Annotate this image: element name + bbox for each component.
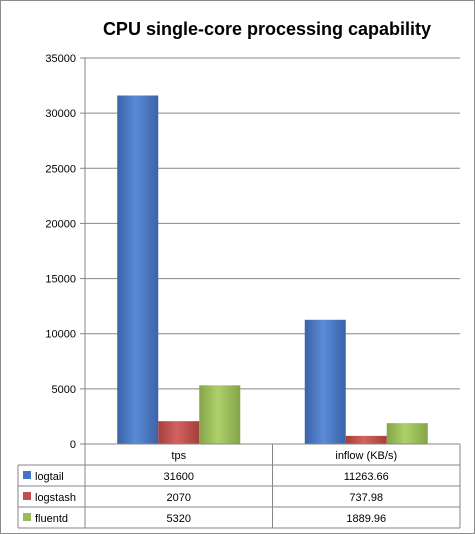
bar-logstash-inflow <box>345 435 387 444</box>
y-tick-label: 0 <box>70 439 76 451</box>
legend-label-fluentd: fluentd <box>35 513 68 525</box>
bar-logstash-tps <box>158 421 200 444</box>
chart-title: CPU single-core processing capability <box>103 19 431 39</box>
legend-key-fluentd <box>23 513 31 521</box>
x-category-label: inflow (KB/s) <box>335 450 397 462</box>
legend-key-logtail <box>23 471 31 479</box>
legend-key-logstash <box>23 492 31 500</box>
y-tick-label: 20000 <box>45 218 76 230</box>
bar-fluentd-tps <box>199 385 241 444</box>
data-table-value: 31600 <box>163 471 194 483</box>
legend-label-logtail: logtail <box>35 471 64 483</box>
y-tick-label: 5000 <box>52 384 76 396</box>
y-tick-label: 35000 <box>45 53 76 65</box>
y-tick-label: 15000 <box>45 274 76 286</box>
legend-label-logstash: logstash <box>35 492 76 504</box>
data-table-value: 1889.96 <box>346 513 386 525</box>
bar-fluentd-inflow <box>386 423 428 444</box>
data-table: tps inflow (KB/s) logtail 31600 11263.66 logs… <box>17 443 461 529</box>
bars <box>117 95 428 445</box>
data-table-value: 11263.66 <box>344 471 389 483</box>
y-tick-label: 10000 <box>45 329 76 341</box>
data-table-value: 2070 <box>167 492 191 504</box>
y-tick-label: 30000 <box>45 108 76 120</box>
bar-logtail-tps <box>117 95 159 445</box>
data-table-value: 737.98 <box>349 492 383 504</box>
y-axis-ticks: 0 5000 10000 15000 20000 25000 30000 35000 <box>45 53 76 451</box>
bar-logtail-inflow <box>304 319 346 444</box>
x-category-label: tps <box>171 450 186 462</box>
data-table-value: 5320 <box>167 513 191 525</box>
y-tick-label: 25000 <box>45 163 76 175</box>
